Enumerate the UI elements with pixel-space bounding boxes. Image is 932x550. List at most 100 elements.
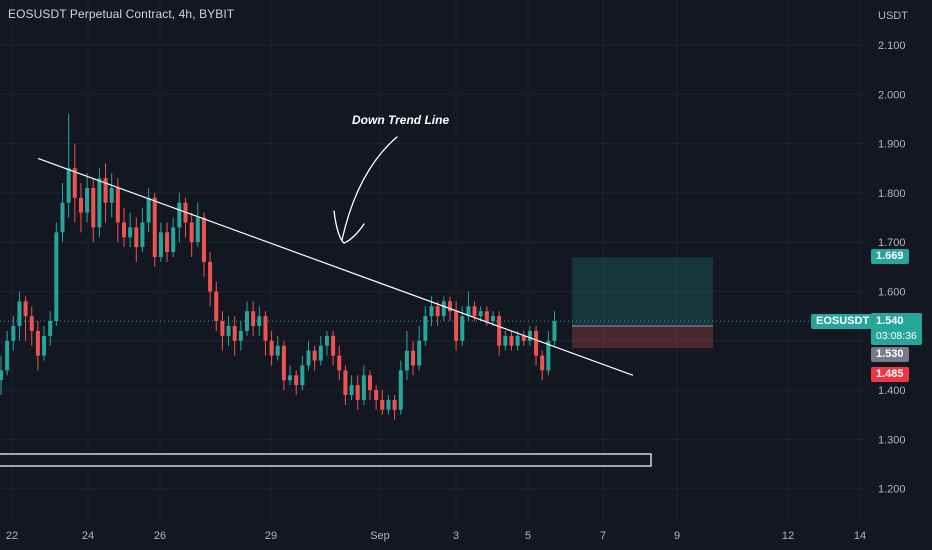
candle-body <box>189 222 194 243</box>
candle-body <box>122 222 126 238</box>
time-tick-label: 29 <box>265 530 277 542</box>
loss-zone <box>572 326 713 349</box>
candle <box>441 296 446 322</box>
time-tick-label: 12 <box>782 530 794 542</box>
candle-body <box>103 178 108 203</box>
candle-body <box>29 316 34 331</box>
candle-body <box>306 350 311 366</box>
price-tick-label: 2.000 <box>878 89 906 101</box>
chart-grid <box>0 0 866 520</box>
candle-body <box>23 301 28 317</box>
candle-body <box>226 326 231 336</box>
candle-body <box>546 340 551 371</box>
candle <box>281 340 286 391</box>
time-tick-label: 24 <box>82 530 94 542</box>
candle <box>509 330 514 351</box>
candle <box>195 202 200 248</box>
time-tick-label: 3 <box>453 530 459 542</box>
candle-body <box>171 227 176 253</box>
candle-body <box>484 311 489 322</box>
candle-body <box>97 178 102 228</box>
candle <box>269 330 274 366</box>
candle-body <box>386 399 391 410</box>
candle <box>368 370 372 400</box>
entry-price-tag: 1.530 <box>871 347 909 362</box>
candle-body <box>109 187 114 203</box>
candle <box>232 316 237 356</box>
candle-body <box>423 316 428 341</box>
profit-zone <box>572 257 713 327</box>
candle <box>220 311 225 351</box>
candle-body <box>417 340 422 366</box>
candle <box>288 365 293 386</box>
candle-body <box>251 311 256 327</box>
time-axis: 22 24 26 29 Sep 3 5 7 9 12 14 <box>6 530 866 542</box>
candle <box>54 222 59 327</box>
candle-body <box>318 345 323 361</box>
candle-body <box>152 197 157 257</box>
candle-body <box>527 330 532 341</box>
candle-body <box>361 375 366 400</box>
bar-countdown: 03:08:36 <box>876 330 917 342</box>
candle <box>122 207 126 248</box>
candle-body <box>552 321 557 341</box>
candle <box>380 390 385 415</box>
candle-body <box>380 399 385 410</box>
time-tick-label: Sep <box>370 530 390 542</box>
candle <box>275 335 280 361</box>
price-tick-label: 1.200 <box>878 484 906 496</box>
price-tick-label: 1.600 <box>878 287 906 299</box>
candle <box>17 291 22 341</box>
candle-body <box>429 306 434 317</box>
candle-body <box>521 335 526 341</box>
candle <box>466 291 471 322</box>
candle <box>140 207 145 253</box>
candle <box>263 311 268 356</box>
candle <box>417 326 422 371</box>
candle <box>201 212 206 277</box>
candle-body <box>85 187 90 213</box>
candle <box>300 355 305 391</box>
candle-body <box>158 232 163 257</box>
candlestick-series <box>0 114 557 420</box>
price-tick-label: 1.400 <box>878 385 906 397</box>
candle <box>318 335 323 366</box>
candle-body <box>294 375 299 386</box>
candle <box>294 370 299 396</box>
candle <box>78 183 83 233</box>
last-price-value: 1.540 <box>876 315 904 327</box>
last-price-tag: 1.540 03:08:36 <box>871 313 922 345</box>
candle <box>491 311 495 327</box>
candle <box>66 114 71 218</box>
candle-body <box>472 306 477 317</box>
candle-body <box>42 335 47 356</box>
candle <box>103 163 108 223</box>
candle <box>521 330 526 346</box>
candle-body <box>5 340 10 371</box>
candle <box>552 311 557 346</box>
candle <box>349 375 354 400</box>
candle-body <box>503 335 508 346</box>
candle <box>361 365 366 405</box>
chart-title: EOSUSDT Perpetual Contract, 4h, BYBIT <box>8 7 235 21</box>
candle-body <box>441 301 446 317</box>
candle <box>435 301 440 327</box>
candle <box>503 330 508 351</box>
candle-body <box>392 399 397 410</box>
candle <box>0 355 3 396</box>
time-tick-label: 5 <box>525 530 531 542</box>
candle <box>245 301 249 336</box>
candle-body <box>238 330 243 341</box>
candle-body <box>454 311 459 341</box>
candle-body <box>478 311 483 317</box>
candle <box>134 217 139 262</box>
drawings: Down Trend Line <box>0 113 866 376</box>
candle <box>423 306 428 346</box>
candle <box>214 281 219 331</box>
candle-body <box>349 385 354 396</box>
candle-body <box>355 385 360 400</box>
candle-body <box>0 370 3 381</box>
candle-body <box>324 335 329 346</box>
symbol-tag: EOSUSDT <box>811 314 875 329</box>
